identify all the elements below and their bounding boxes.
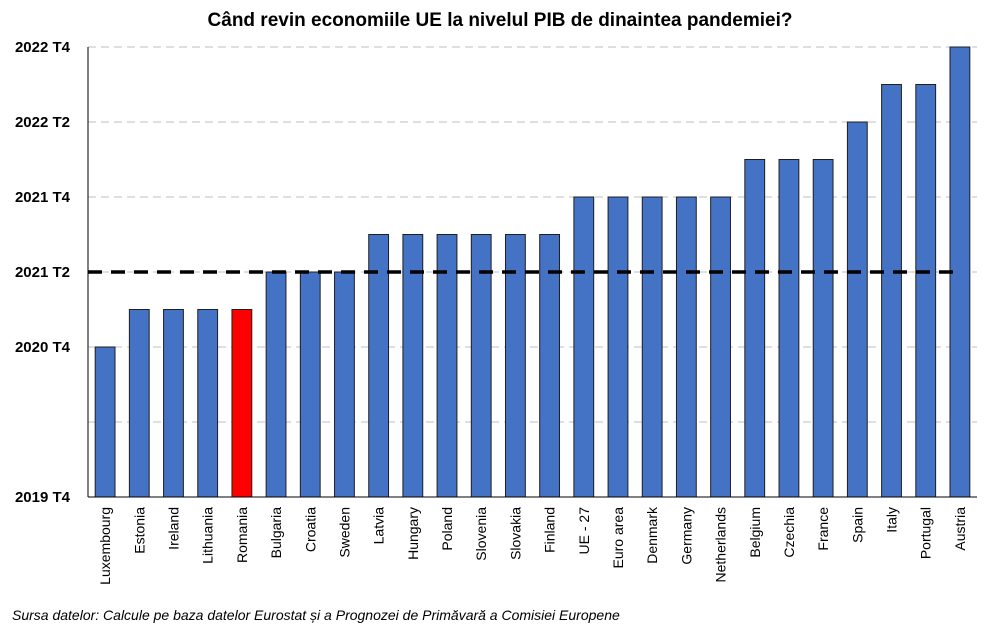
x-tick-label: Belgium — [747, 507, 763, 558]
bar-croatia — [299, 271, 321, 498]
x-tick-label: Italy — [884, 507, 900, 533]
bar-ue-27 — [573, 196, 595, 498]
bar-sweden — [334, 271, 355, 498]
bar-slovakia — [504, 234, 526, 498]
bar-luxembourg — [94, 346, 116, 498]
y-tick-label: 2021 T2 — [15, 264, 70, 281]
x-tick-label: Croatia — [302, 507, 318, 552]
x-tick-label: Estonia — [131, 507, 147, 554]
bar-spain — [846, 121, 868, 498]
x-tick-label: Latvia — [371, 507, 387, 545]
bar-hungary — [402, 234, 424, 498]
bar-italy — [881, 84, 902, 498]
bar-ireland — [163, 309, 184, 498]
x-tick-label: Slovenia — [473, 507, 489, 561]
x-tick-label: Romania — [234, 507, 250, 563]
bar-denmark — [641, 196, 663, 498]
bar-netherlands — [710, 196, 731, 498]
x-tick-label: Luxembourg — [97, 507, 113, 585]
x-tick-label: Poland — [439, 507, 455, 551]
bar-poland — [436, 234, 458, 498]
x-tick-label: France — [815, 507, 831, 551]
bar-latvia — [368, 234, 390, 498]
chart-title: Când revin economiile UE la nivelul PIB … — [208, 10, 793, 31]
bar-estonia — [128, 309, 150, 498]
bar-germany — [675, 196, 697, 498]
x-tick-label: Sweden — [336, 507, 352, 558]
x-tick-label: Lithuania — [200, 507, 216, 564]
axes — [87, 47, 977, 498]
y-tick-label: 2020 T4 — [15, 339, 71, 356]
grid-lines — [88, 46, 977, 423]
bar-bulgaria — [265, 271, 287, 498]
bar-france — [812, 159, 834, 498]
bar-finland — [539, 234, 561, 498]
bars — [94, 46, 971, 498]
x-tick-label: Slovakia — [507, 507, 523, 560]
y-tick-label: 2019 T4 — [15, 489, 71, 506]
bar-slovenia — [470, 234, 492, 498]
x-tick-label: Netherlands — [713, 507, 729, 583]
y-tick-label: 2022 T2 — [15, 114, 70, 131]
x-tick-label: Denmark — [644, 506, 660, 564]
y-tick-labels: 2019 T4 2020 T4 2021 T2 2021 T4 2022 T2 2022 … — [15, 39, 71, 506]
bar-lithuania — [197, 309, 219, 498]
x-tick-label: Finland — [542, 507, 558, 553]
x-tick-label: Euro area — [610, 507, 626, 569]
source-note: Sursa datelor: Calcule pe baza datelor E… — [12, 607, 620, 623]
x-tick-label: Bulgaria — [268, 507, 284, 559]
x-tick-label: Austria — [952, 507, 968, 551]
x-tick-label: Ireland — [165, 507, 181, 550]
x-tick-label: Portugal — [918, 507, 934, 559]
bar-euro-area — [607, 196, 629, 498]
bar-romania — [231, 309, 253, 498]
x-tick-label: Hungary — [405, 507, 421, 560]
x-tick-label: Germany — [678, 507, 694, 565]
y-tick-label: 2021 T4 — [15, 189, 71, 206]
bar-czechia — [778, 159, 800, 498]
bar-portugal — [915, 84, 937, 498]
x-tick-label: Czechia — [781, 507, 797, 558]
x-tick-label: UE - 27 — [576, 507, 592, 555]
x-tick-labels: Luxembourg Estonia Ireland Lithuania Romania… — [97, 506, 968, 585]
y-tick-label: 2022 T4 — [15, 39, 71, 56]
x-tick-label: Spain — [849, 507, 865, 543]
bar-belgium — [744, 159, 766, 498]
